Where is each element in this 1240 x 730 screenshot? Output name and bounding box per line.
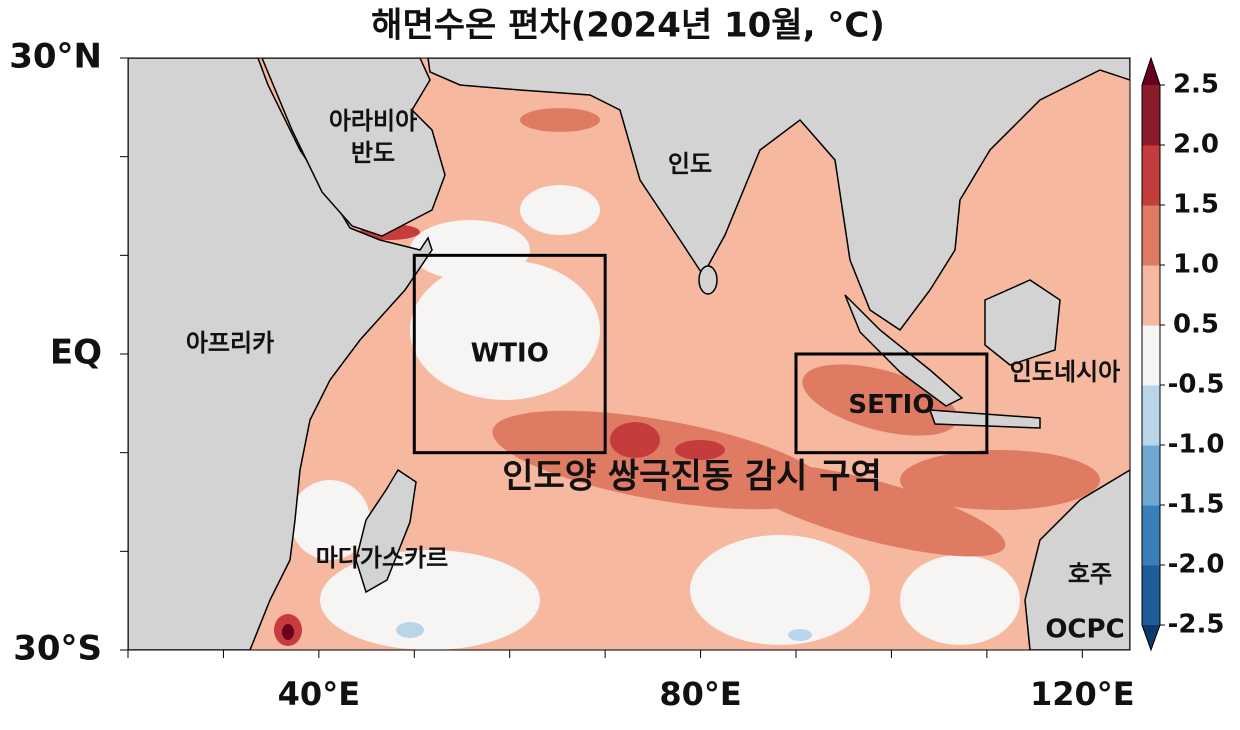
region-label: 인도 [668, 150, 712, 178]
region-labels: 아라비아 반도 인도 아프리카 인도네시아 마다가스카르 호주 인도양 쌍극진동… [186, 107, 1125, 645]
x-tick-label: 40°E [278, 675, 360, 713]
region-label: 아라비아 [329, 107, 417, 135]
colorbar-label: 0.5 [1173, 310, 1219, 340]
y-tick-label: 30°N [9, 37, 102, 77]
colorbar-bin [1142, 325, 1160, 386]
region-label: 인도네시아 [1010, 358, 1120, 386]
colorbar-bin [1142, 265, 1160, 326]
colorbar-bin [1142, 445, 1160, 506]
colorbar-bin [1142, 565, 1160, 626]
region-label: 호주 [1068, 560, 1112, 588]
region-label: 인도양 쌍극진동 감시 구역 [502, 457, 882, 497]
colorbar-bin [1142, 385, 1160, 446]
colorbar-label: -2.0 [1168, 550, 1225, 580]
box-label: SETIO [848, 390, 934, 420]
colorbar-label: -1.5 [1168, 490, 1225, 520]
region-label: 반도 [351, 139, 395, 167]
colorbar-bin [1142, 85, 1160, 146]
colorbar-label: -0.5 [1168, 370, 1225, 400]
x-tick-label: 120°E [1030, 675, 1135, 713]
colorbar-bin [1142, 145, 1160, 206]
y-tick-label: EQ [50, 333, 102, 373]
colorbar-label: 1.5 [1173, 190, 1219, 220]
box-label: WTIO [471, 339, 549, 369]
region-label: 마다가스카르 [316, 544, 448, 572]
colorbar-label: 2.5 [1173, 70, 1219, 100]
land [128, 58, 1130, 650]
colorbar-label: -1.0 [1168, 430, 1225, 460]
monitor-box [412, 253, 607, 455]
colorbar-under [1142, 625, 1160, 650]
colorbar-bin [1142, 505, 1160, 566]
colorbar-over [1142, 58, 1160, 85]
colorbar-label: 1.0 [1173, 250, 1219, 280]
colorbar-bin [1142, 205, 1160, 266]
x-tick-label: 80°E [659, 675, 741, 713]
y-tick-label: 30°S [13, 629, 102, 669]
region-label: 아프리카 [186, 329, 274, 357]
monitor-box [794, 352, 989, 455]
colorbar-label: 2.0 [1173, 130, 1219, 160]
colorbar-label: -2.5 [1168, 610, 1225, 640]
title: 해면수온 편차(2024년 10월, °C) [371, 6, 885, 46]
logo: OCPC [1045, 615, 1124, 645]
axes: 40°E 80°E 120°E 30°N EQ 30°S WTIO SETIO -2.5 -2.0… [9, 37, 1224, 714]
